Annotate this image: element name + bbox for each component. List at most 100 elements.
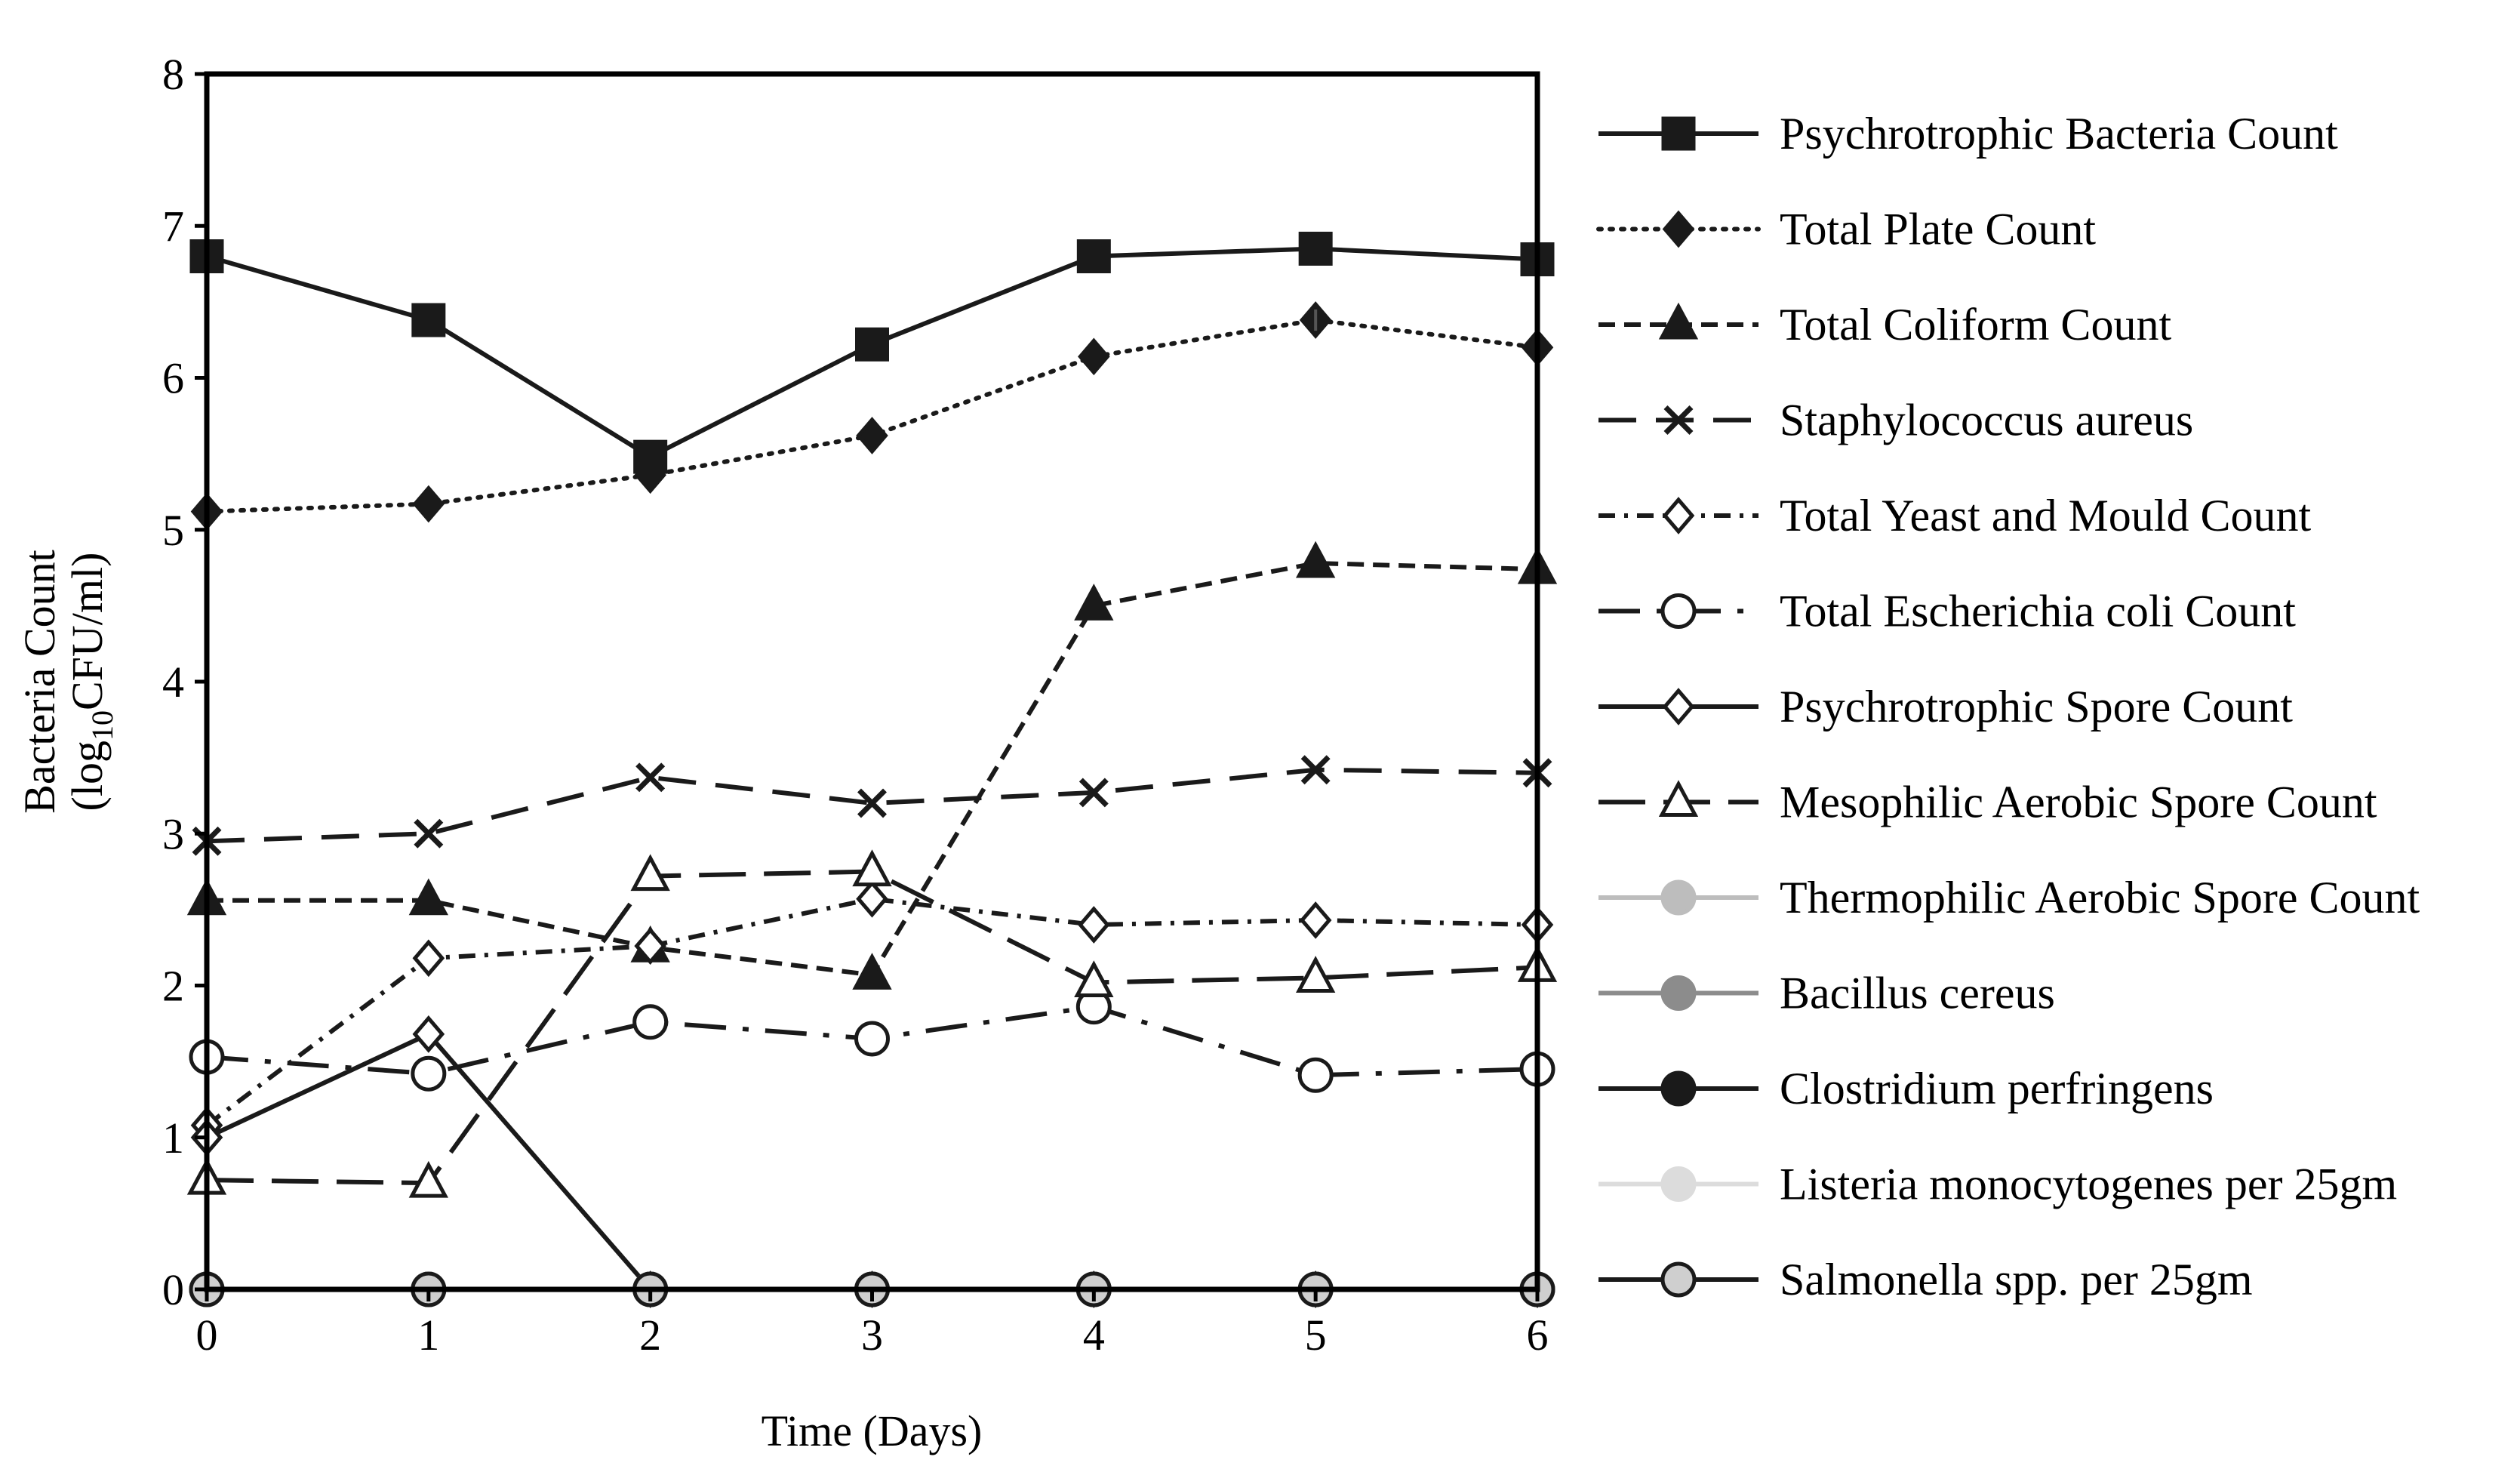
- legend-item-total-yeast-and-mould-count: Total Yeast and Mould Count: [1598, 491, 2311, 541]
- legend-label: Total Plate Count: [1780, 205, 2096, 254]
- legend-label: Psychrotrophic Spore Count: [1780, 682, 2293, 732]
- data-point: [1078, 778, 1109, 808]
- x-tick-label: 3: [861, 1311, 883, 1360]
- legend-label: Total Escherichia coli Count: [1780, 587, 2296, 636]
- legend-label: Staphylococcus aureus: [1780, 396, 2193, 445]
- data-point: [1297, 1057, 1334, 1093]
- legend-label: Thermophilic Aerobic Spore Count: [1780, 873, 2420, 922]
- data-point: [857, 788, 887, 818]
- data-point: [855, 327, 889, 362]
- data-point: [630, 854, 670, 892]
- tick-layer: 0 1 2 3 4 5 6 0 1 2 3 4 5 6 7 8: [162, 50, 1549, 1360]
- legend-item-total-plate-count: Total Plate Count: [1596, 205, 2096, 254]
- x-tick-label: 2: [639, 1311, 661, 1360]
- legend-item-total-escherichia-coli-count: Total Escherichia coli Count: [1598, 587, 2296, 636]
- y-tick-label: 1: [162, 1113, 184, 1163]
- data-point: [634, 456, 666, 494]
- legend-marker: [1662, 210, 1695, 248]
- legend: Psychrotrophic Bacteria Count Total Plate…: [1596, 109, 2420, 1304]
- data-point: [1074, 960, 1114, 997]
- data-point: [1295, 956, 1336, 993]
- legend-marker: [1660, 1070, 1697, 1107]
- data-point: [634, 927, 666, 966]
- series-total-yeast-and-mould-count: [190, 879, 1554, 1144]
- data-point: [408, 878, 449, 916]
- legend-marker: [1658, 302, 1699, 340]
- data-point: [411, 303, 446, 337]
- y-tick-label: 2: [162, 962, 184, 1011]
- series-line: [205, 896, 1538, 1128]
- legend-marker: [1660, 593, 1697, 629]
- y-axis-label-units: (log10CFU/ml): [63, 553, 119, 812]
- data-point: [412, 485, 445, 523]
- legend-label: Listeria monocytogenes per 25gm: [1780, 1160, 2397, 1209]
- legend-item-total-coliform-count: Total Coliform Count: [1598, 300, 2171, 350]
- series-psychrotrophic-spore-count: [190, 1015, 1554, 1308]
- data-point: [1300, 755, 1331, 785]
- x-tick-label: 0: [196, 1311, 218, 1360]
- data-point: [632, 1004, 669, 1040]
- series-total-escherichia-coli-count: [189, 989, 1555, 1093]
- series-total-plate-count: [190, 301, 1554, 531]
- data-point: [1078, 337, 1110, 376]
- y-tick-label: 0: [162, 1265, 184, 1314]
- legend-item-mesophilic-aerobic-spore-count: Mesophilic Aerobic Spore Count: [1598, 778, 2377, 827]
- data-point: [1295, 541, 1336, 578]
- y-tick-label: 3: [162, 809, 184, 858]
- legend-marker: [1660, 879, 1697, 916]
- y-axis-label: Bacteria Count: [15, 550, 64, 814]
- legend-item-salmonella-spp-per-25gm: Salmonella spp. per 25gm: [1598, 1255, 2253, 1304]
- y-units-subscript: 10: [85, 710, 119, 741]
- data-point: [411, 1055, 447, 1092]
- y-tick-label: 8: [162, 50, 184, 99]
- legend-marker: [1660, 1261, 1697, 1298]
- series-layer: [186, 231, 1558, 1308]
- data-point: [1074, 584, 1114, 621]
- legend-marker: [1660, 975, 1697, 1011]
- data-point: [1298, 231, 1333, 266]
- x-tick-label: 6: [1527, 1311, 1549, 1360]
- legend-item-staphylococcus-aureus: Staphylococcus aureus: [1598, 396, 2193, 445]
- series-staphylococcus-aureus: [192, 755, 1552, 856]
- legend-label: Mesophilic Aerobic Spore Count: [1780, 778, 2377, 827]
- legend-item-bacillus-cereus: Bacillus cereus: [1598, 969, 2055, 1018]
- data-point: [412, 1015, 445, 1053]
- data-point: [1299, 901, 1332, 939]
- x-tick-label: 4: [1083, 1311, 1105, 1360]
- x-tick-label: 5: [1305, 1311, 1327, 1360]
- legend-marker: [1661, 116, 1696, 151]
- legend-marker: [1662, 688, 1695, 725]
- legend-item-listeria-monocytogenes-per-25gm: Listeria monocytogenes per 25gm: [1598, 1160, 2397, 1209]
- legend-label: Total Coliform Count: [1780, 300, 2171, 350]
- y-units-prefix: (log: [63, 741, 112, 811]
- y-units-suffix: CFU/ml): [63, 553, 112, 711]
- legend-item-thermophilic-aerobic-spore-count: Thermophilic Aerobic Spore Count: [1598, 873, 2420, 922]
- data-point: [856, 879, 888, 918]
- data-point: [852, 953, 892, 990]
- data-point: [412, 939, 445, 978]
- axis-labels: Time (Days) Bacteria Count (log10CFU/ml): [15, 550, 982, 1455]
- legend-marker: [1662, 497, 1695, 534]
- legend-label: Psychrotrophic Bacteria Count: [1780, 109, 2338, 159]
- data-point: [408, 1160, 449, 1198]
- legend-item-psychrotrophic-spore-count: Psychrotrophic Spore Count: [1598, 682, 2293, 732]
- data-point: [854, 1021, 890, 1057]
- legend-marker: [1658, 780, 1699, 817]
- plot-frame: [204, 71, 1540, 1292]
- data-point: [856, 417, 888, 454]
- data-point: [852, 849, 892, 887]
- data-point: [1078, 906, 1110, 944]
- y-tick-label: 4: [162, 658, 184, 707]
- legend-label: Total Yeast and Mould Count: [1780, 491, 2311, 541]
- y-tick-label: 6: [162, 354, 184, 403]
- x-axis-label: Time (Days): [762, 1406, 983, 1455]
- legend-marker: [1663, 405, 1694, 435]
- legend-label: Clostridium perfringens: [1780, 1064, 2214, 1113]
- y-tick-label: 7: [162, 202, 184, 251]
- legend-marker: [1660, 1166, 1697, 1202]
- data-point: [414, 818, 444, 849]
- legend-label: Salmonella spp. per 25gm: [1780, 1255, 2253, 1304]
- data-point: [635, 762, 666, 793]
- x-tick-label: 1: [417, 1311, 439, 1360]
